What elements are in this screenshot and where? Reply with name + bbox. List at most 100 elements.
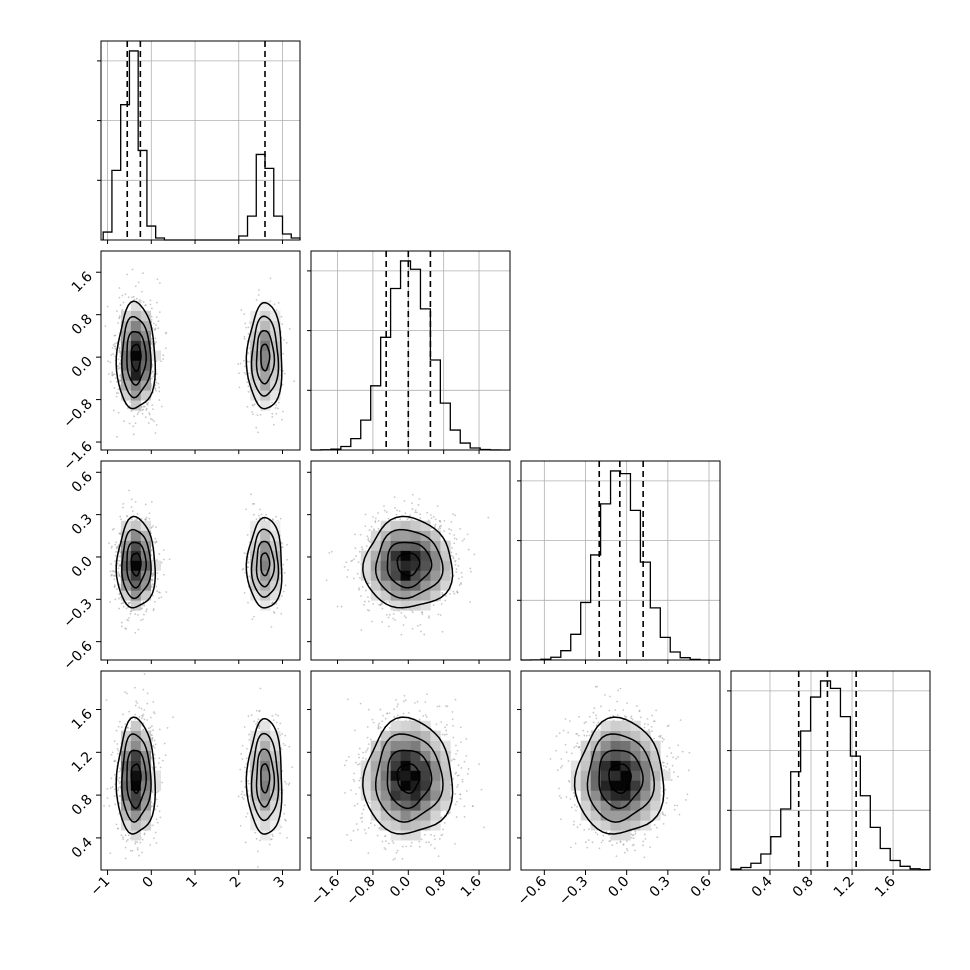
- density-cell: [260, 750, 271, 761]
- scatter-point: [451, 711, 454, 713]
- scatter-point: [597, 728, 600, 731]
- scatter-point: [438, 837, 441, 840]
- scatter-point: [404, 512, 407, 515]
- scatter-point: [155, 540, 158, 543]
- scatter-point: [418, 840, 421, 843]
- density-cell: [260, 550, 271, 561]
- scatter-point: [240, 780, 243, 783]
- scatter-point: [372, 528, 375, 531]
- scatter-point: [148, 512, 151, 515]
- density-cell: [620, 720, 631, 731]
- density-cell: [130, 760, 142, 771]
- scatter-point: [118, 379, 121, 382]
- scatter-point: [247, 782, 250, 785]
- density-cell: [130, 600, 142, 611]
- scatter-point: [549, 758, 552, 760]
- scatter-point: [353, 558, 355, 561]
- density-cell: [250, 390, 261, 401]
- scatter-point: [125, 840, 128, 843]
- scatter-point: [368, 540, 371, 543]
- scatter-point: [433, 847, 436, 850]
- density-cell: [250, 800, 261, 811]
- xtick-label: −1: [87, 874, 113, 900]
- scatter-point: [455, 752, 457, 755]
- scatter-point: [244, 571, 247, 574]
- density-cell: [130, 530, 142, 541]
- scatter-point: [396, 509, 398, 512]
- scatter-point: [346, 576, 349, 578]
- xtick-label: 0.0: [605, 874, 632, 901]
- density-cell: [380, 770, 391, 781]
- scatter-point: [241, 790, 244, 793]
- scatter-point: [155, 423, 158, 426]
- density-cell: [260, 720, 271, 731]
- scatter-point: [138, 854, 140, 857]
- scatter-point: [395, 698, 397, 701]
- scatter-point: [150, 337, 153, 340]
- scatter-point: [411, 627, 414, 630]
- ytick-label: −1.6: [60, 438, 95, 473]
- scatter-point: [588, 715, 591, 718]
- scatter-point: [243, 794, 246, 796]
- scatter-point: [120, 518, 122, 521]
- scatter-point: [584, 721, 587, 723]
- scatter-point: [367, 708, 370, 711]
- scatter-point: [254, 831, 257, 834]
- contour-level-3: [573, 716, 665, 835]
- scatter-point: [478, 763, 481, 766]
- density-cell: [610, 730, 621, 741]
- scatter-point: [288, 782, 291, 785]
- scatter-point: [152, 524, 155, 527]
- scatter-point: [255, 298, 258, 301]
- density-cell: [390, 730, 401, 741]
- xtick-label: 1.2: [831, 874, 858, 901]
- scatter-point: [151, 586, 153, 588]
- contour-level-0: [396, 552, 421, 577]
- scatter-point: [241, 758, 244, 760]
- scatter-point: [388, 613, 391, 616]
- scatter-point: [247, 715, 250, 718]
- scatter-point: [153, 746, 156, 749]
- xtick-label: 1: [183, 874, 201, 892]
- scatter-point: [109, 380, 112, 383]
- scatter-point: [353, 804, 356, 807]
- scatter-point: [353, 780, 356, 783]
- density-cell: [370, 810, 381, 821]
- density-cell: [380, 740, 391, 751]
- scatter-point: [134, 631, 137, 634]
- scatter-point: [422, 715, 425, 717]
- scatter-point: [407, 711, 410, 714]
- scatter-point: [158, 399, 161, 401]
- scatter-point: [394, 619, 397, 622]
- scatter-point: [133, 415, 136, 418]
- scatter-point: [118, 555, 121, 558]
- scatter-point: [155, 316, 158, 319]
- scatter-point: [393, 708, 395, 711]
- scatter-point: [116, 588, 118, 591]
- density-cell: [580, 770, 591, 781]
- density-cell: [270, 340, 281, 351]
- scatter-point: [155, 841, 158, 844]
- density-cell: [130, 820, 142, 831]
- scatter-point: [111, 371, 114, 374]
- scatter-point: [118, 374, 121, 377]
- ytick-label: −0.6: [60, 638, 95, 673]
- scatter-point: [142, 272, 144, 275]
- scatter-point: [286, 836, 288, 839]
- scatter-point: [460, 767, 463, 769]
- density-cell: [590, 770, 601, 781]
- scatter-point: [403, 615, 406, 617]
- scatter-point: [286, 558, 289, 561]
- scatter-point: [108, 805, 111, 807]
- scatter-point: [450, 759, 453, 762]
- scatter-point: [134, 686, 136, 689]
- density-cell: [140, 320, 152, 331]
- density-cell: [380, 800, 391, 811]
- scatter-point: [115, 729, 118, 732]
- scatter-point: [438, 526, 441, 529]
- scatter-point: [157, 762, 160, 764]
- scatter-point: [118, 777, 121, 779]
- scatter-point: [141, 717, 143, 720]
- scatter-point: [424, 701, 427, 703]
- scatter-point: [284, 818, 286, 821]
